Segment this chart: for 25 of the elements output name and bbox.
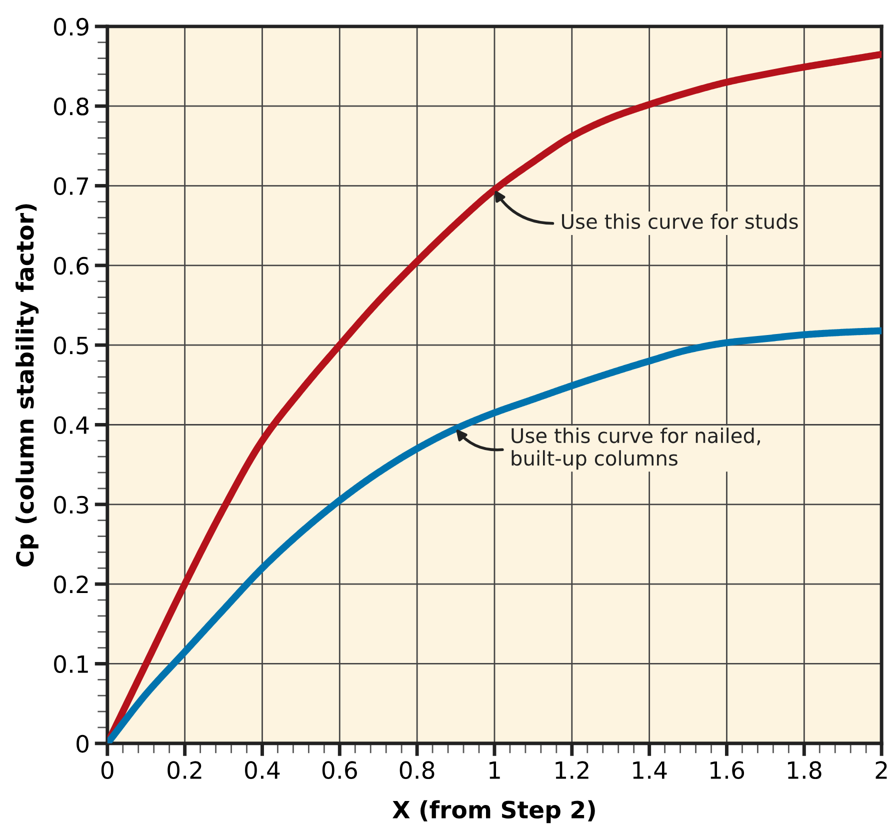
y-axis-title: Cp (column stability factor) xyxy=(16,204,39,566)
y-tick-label: 0.3 xyxy=(54,496,88,514)
y-tick-label: 0.9 xyxy=(54,18,88,36)
y-tick-label: 0.1 xyxy=(54,655,88,674)
x-tick-label: 1.4 xyxy=(633,761,667,779)
x-tick-label: 2 xyxy=(876,761,887,779)
x-tick-label: 1.8 xyxy=(788,761,822,780)
y-tick-label: 0.2 xyxy=(54,576,88,594)
x-tick-label: 1 xyxy=(490,761,500,779)
x-tick-label: 0.2 xyxy=(168,761,202,780)
y-tick-label: 0.8 xyxy=(54,98,88,116)
x-tick-label: 0 xyxy=(101,761,114,780)
y-tick-label: 0.6 xyxy=(54,256,89,275)
annotation: Use this curve for nailed, built-up columns xyxy=(512,428,760,470)
annotation: Use this curve for studs xyxy=(562,213,798,230)
x-tick-label: 1.6 xyxy=(710,761,744,780)
x-tick-label: 0.4 xyxy=(245,761,280,780)
y-tick-label: 0 xyxy=(76,734,88,753)
x-tick-label: 0.8 xyxy=(400,761,434,780)
y-tick-label: 0.7 xyxy=(54,177,88,196)
x-axis-title: X (from Step 2) xyxy=(392,800,595,824)
y-tick-label: 0.5 xyxy=(54,336,88,354)
y-tick-label: 0.4 xyxy=(54,416,89,434)
x-tick-label: 0.6 xyxy=(322,761,357,780)
x-tick-label: 1.2 xyxy=(556,761,588,779)
